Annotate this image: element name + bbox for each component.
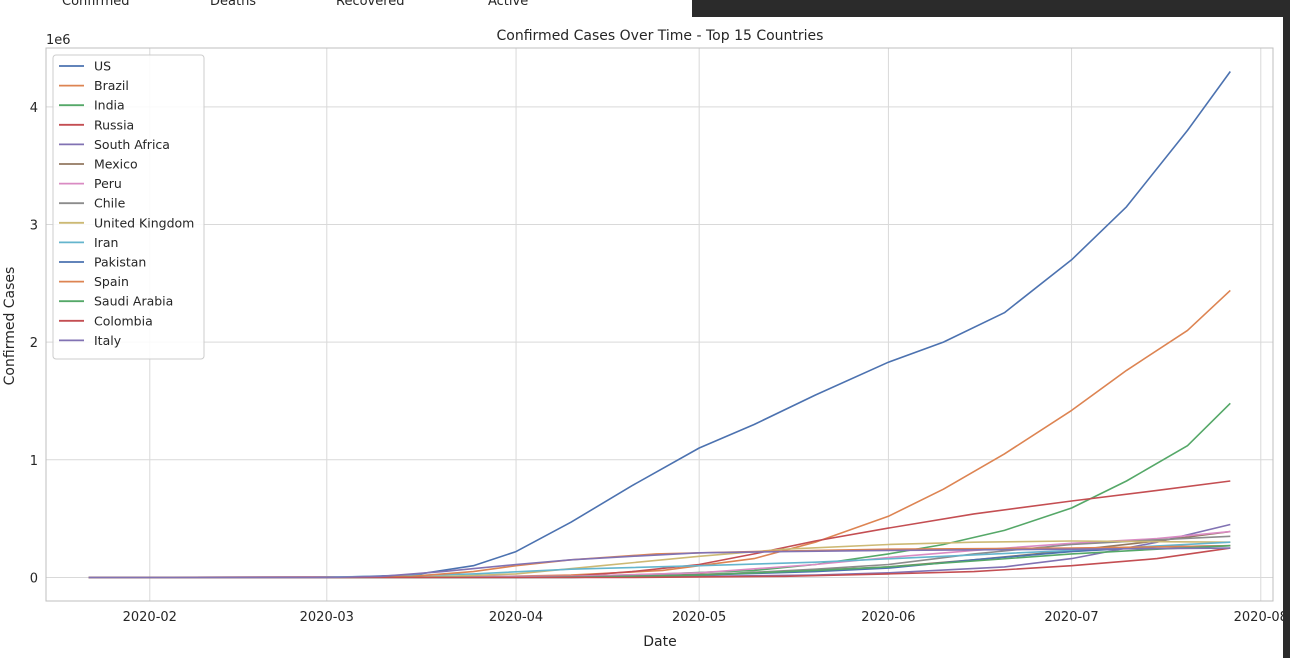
x-tick-label: 2020-03 [300,610,354,625]
legend-label: Chile [94,196,126,211]
series-line-brazil [88,289,1231,579]
legend-label: Italy [94,333,122,348]
x-tick-label: 2020-05 [672,610,726,625]
y-tick-labels: 0 1 2 3 4 [30,101,38,587]
x-tick-label: 2020-06 [861,610,915,625]
legend-label: Saudi Arabia [94,294,173,309]
x-tick-labels: 2020-02 2020-03 2020-04 2020-05 2020-06 2020-… [123,610,1283,625]
x-tick-label: 2020-02 [123,610,177,625]
x-axis-title: Date [643,634,676,650]
y-tick-label: 0 [30,571,38,586]
legend-label: Peru [94,176,122,191]
legend-label: Mexico [94,157,138,172]
legend-label: Colombia [94,313,153,328]
legend-label: United Kingdom [94,215,194,230]
y-axis-title: Confirmed Cases [2,267,18,386]
y-tick-label: 1 [30,454,38,469]
column-header-confirmed: Confirmed [62,0,130,9]
grid-lines [46,48,1273,601]
legend-label: US [94,59,111,74]
y-offset-label: 1e6 [46,33,71,48]
x-tick-label: 2020-08 [1234,610,1283,625]
series-line-italy [88,547,1231,579]
dark-panel-top [692,0,1290,17]
column-header-active: Active [488,0,529,9]
series-layer [88,71,1231,579]
legend: US Brazil India Russia South Africa Mexico Per… [52,54,205,360]
legend-box [52,54,205,360]
x-tick-label: 2020-07 [1044,610,1098,625]
legend-label: South Africa [94,137,170,152]
table-header-strip: Confirmed Deaths Recovered Active [0,0,1290,18]
legend-label: Iran [94,235,118,250]
chart-title: Confirmed Cases Over Time - Top 15 Count… [497,28,824,44]
series-line-colombia [88,547,1231,579]
legend-label: Spain [94,274,129,289]
column-header-deaths: Deaths [210,0,257,9]
y-tick-label: 4 [30,101,38,116]
legend-label: Pakistan [94,255,146,270]
x-tick-label: 2020-04 [489,610,543,625]
series-line-peru [88,530,1231,579]
scrollbar-track[interactable] [1283,17,1290,658]
legend-label: Brazil [94,78,129,93]
legend-label: India [94,98,125,113]
series-line-us [88,71,1231,579]
legend-label: Russia [94,117,134,132]
plot-frame [45,47,1274,602]
series-line-russia [88,480,1231,579]
y-tick-label: 3 [30,218,38,233]
column-header-recovered: Recovered [336,0,405,9]
y-tick-label: 2 [30,336,38,351]
